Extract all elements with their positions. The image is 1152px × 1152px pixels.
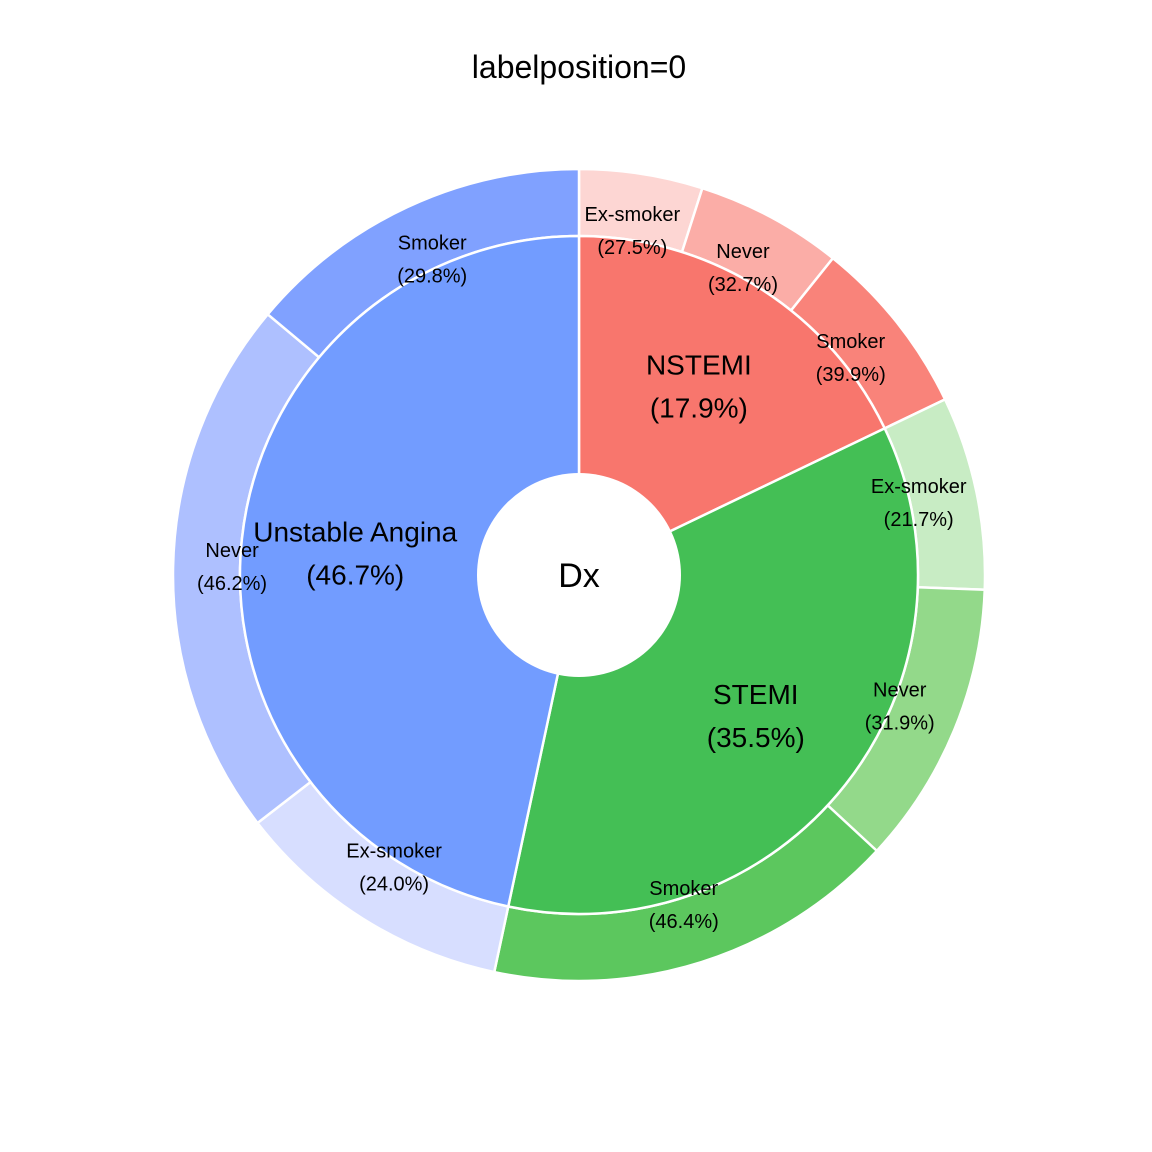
outer-pct-unstable-angina-ex-smoker: (24.0%)	[359, 874, 429, 896]
outer-pct-nstemi-smoker: (39.9%)	[816, 364, 886, 386]
inner-pct-stemi: (35.5%)	[707, 722, 805, 753]
outer-pct-stemi-smoker: (46.4%)	[649, 911, 719, 933]
center-label: Dx	[558, 557, 600, 595]
outer-pct-stemi-never: (31.9%)	[865, 712, 935, 734]
inner-slice-unstable-angina	[238, 234, 581, 909]
inner-slice-stemi	[506, 426, 920, 916]
inner-pct-nstemi: (17.9%)	[650, 393, 748, 424]
outer-label-unstable-angina-ex-smoker: Ex-smoker	[346, 841, 442, 863]
outer-label-unstable-angina-never: Never	[205, 540, 259, 562]
outer-pct-stemi-ex-smoker: (21.7%)	[884, 509, 954, 531]
inner-pct-unstable-angina: (46.7%)	[306, 559, 404, 590]
inner-slice-nstemi	[577, 234, 887, 577]
outer-label-stemi-ex-smoker: Ex-smoker	[871, 476, 967, 498]
inner-label-nstemi: NSTEMI	[646, 350, 752, 381]
outer-pct-unstable-angina-smoker: (29.8%)	[397, 266, 467, 288]
labels: NSTEMI (17.9%) Ex-smoker (27.5%) Never (32.7%…	[197, 204, 967, 933]
outer-label-nstemi-smoker: Smoker	[816, 331, 885, 353]
outer-label-nstemi-never: Never	[716, 241, 770, 263]
outer-pct-nstemi-ex-smoker: (27.5%)	[597, 237, 667, 259]
inner-pie	[238, 234, 920, 916]
outer-label-unstable-angina-smoker: Smoker	[398, 233, 467, 255]
outer-pct-unstable-angina-never: (46.2%)	[197, 573, 267, 595]
outer-label-stemi-smoker: Smoker	[649, 878, 718, 900]
inner-label-unstable-angina: Unstable Angina	[253, 516, 457, 547]
inner-label-stemi: STEMI	[713, 679, 799, 710]
outer-pct-nstemi-never: (32.7%)	[708, 274, 778, 296]
center-hole	[477, 473, 681, 677]
chart-title: labelposition=0	[472, 49, 686, 85]
outer-label-stemi-never: Never	[873, 679, 927, 701]
outer-label-nstemi-ex-smoker: Ex-smoker	[585, 204, 681, 226]
